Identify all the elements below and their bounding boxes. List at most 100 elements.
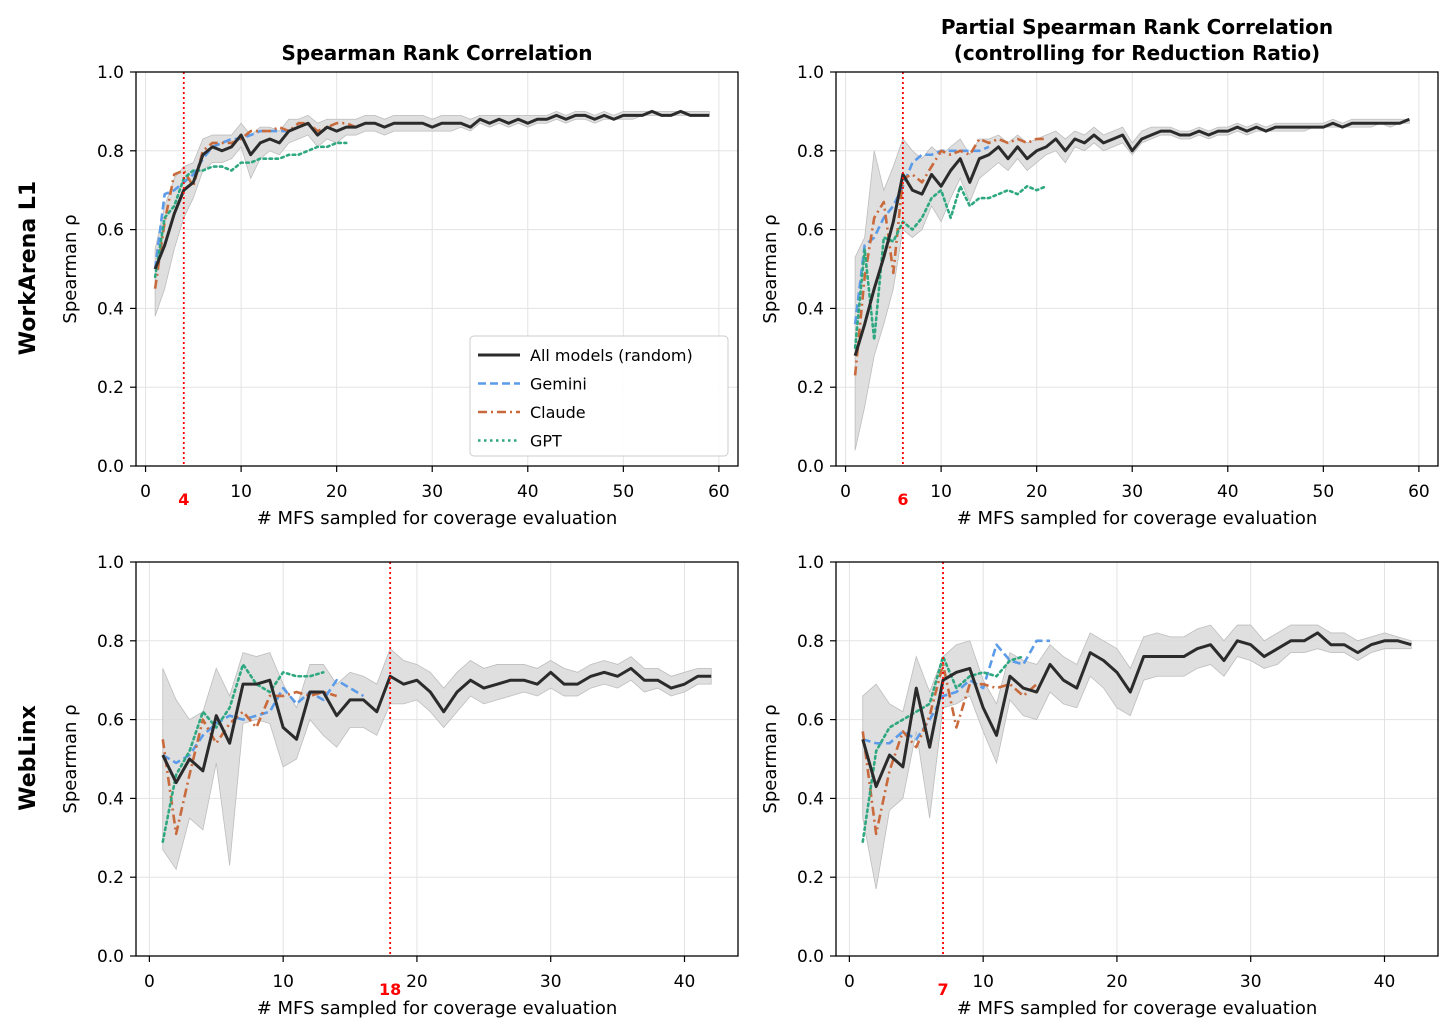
y-tick-label: 0.8 (97, 142, 124, 162)
x-tick-label: 20 (406, 972, 428, 992)
legend-label: All models (random) (530, 346, 693, 365)
chart-panel-1: 40 10 20 30 40 50 600.00.20.40.60.81.0# MFS sa… (60, 41, 739, 529)
y-tick-label: 1.0 (797, 553, 824, 573)
chart-title-line: Spearman Rank Correlation (281, 41, 592, 65)
legend: All models (random) Gemini Claude GPT (469, 335, 729, 457)
chart-panels: 40 10 20 30 40 50 600.00.20.40.60.81.0# MFS sa… (60, 15, 1439, 1019)
threshold-label: 18 (379, 980, 401, 999)
axes-frame (835, 71, 1439, 467)
series-line-claude (861, 663, 1038, 836)
series-line-gpt (853, 184, 1048, 350)
y-tick-label: 0.0 (97, 457, 124, 477)
y-tick-label: 0.4 (97, 789, 124, 809)
chart-title: Partial Spearman Rank Correlation (contro… (941, 15, 1333, 65)
series-line-all-models (161, 666, 712, 785)
x-tick-label: 30 (421, 482, 443, 502)
series-line-claude (153, 121, 366, 289)
y-tick-label: 0.6 (797, 711, 824, 731)
y-tick-label: 0.8 (797, 632, 824, 652)
x-axis-label: # MFS sampled for coverage evaluation (957, 508, 1318, 529)
series-line-gemini (153, 125, 299, 270)
x-tick-label: 20 (1026, 482, 1048, 502)
series-line-gpt (161, 663, 325, 844)
chart-panel-3: 18 0 10 20 30 40 0.0 0.2 0.4 0.6 0.8 1.0 # MFS sampl… (60, 553, 739, 1019)
y-tick-label: 0.2 (797, 868, 824, 888)
x-tick-label: 10 (972, 972, 994, 992)
x-axis-label: # MFS sampled for coverage evaluation (257, 508, 618, 529)
series-line-gpt (153, 141, 348, 279)
x-tick-label: 40 (517, 482, 539, 502)
y-tick-label: 1.0 (97, 63, 124, 83)
x-tick-label: 30 (540, 972, 562, 992)
y-tick-label: 0.8 (97, 632, 124, 652)
series-line-all-models (153, 109, 710, 270)
y-tick-label: 0.0 (97, 947, 124, 967)
threshold-label: 7 (937, 980, 948, 999)
x-tick-label: 10 (272, 972, 294, 992)
axes-frame (835, 561, 1439, 957)
x-tick-label: 30 (1240, 972, 1262, 992)
series-line-gemini (862, 639, 1051, 745)
x-tick-label: 0 (840, 482, 851, 502)
series-line-gemini (853, 145, 990, 325)
y-tick-label: 0.0 (797, 457, 824, 477)
chart-title-line: Partial Spearman Rank Correlation (941, 15, 1333, 39)
y-axis-label: Spearman ρ (760, 704, 781, 813)
y-tick-label: 0.6 (797, 221, 824, 241)
axes-frame (135, 71, 739, 467)
legend-label: GPT (530, 432, 562, 451)
confidence-band (162, 647, 712, 871)
chart-title-line: (controlling for Reduction Ratio) (954, 41, 1320, 65)
confidence-band (854, 118, 1410, 451)
x-tick-label: 0 (844, 972, 855, 992)
x-tick-label: 30 (1121, 482, 1143, 502)
legend-label: Claude (530, 403, 586, 422)
chart-panel-2: 60 10 20 30 40 50 600.00.20.40.60.81.0# MFS sa… (760, 15, 1439, 529)
y-tick-label: 1.0 (797, 63, 824, 83)
y-tick-label: 0.2 (797, 378, 824, 398)
x-tick-label: 0 (144, 972, 155, 992)
x-axis-label: # MFS sampled for coverage evaluation (257, 998, 618, 1019)
legend-label: Gemini (530, 375, 587, 394)
confidence-band (862, 624, 1412, 890)
y-tick-label: 0.8 (797, 142, 824, 162)
y-tick-label: 0.2 (97, 868, 124, 888)
x-tick-label: 40 (1217, 482, 1239, 502)
series-line-gpt (861, 655, 1025, 844)
x-tick-label: 10 (230, 482, 252, 502)
chart-title: Spearman Rank Correlation (281, 41, 592, 65)
x-tick-label: 50 (613, 482, 635, 502)
x-tick-label: 50 (1313, 482, 1335, 502)
y-axis-label: Spearman ρ (760, 214, 781, 323)
x-tick-label: 40 (1374, 972, 1396, 992)
row-label-workarena: WorkArena L1 (16, 181, 41, 355)
series-line-all-models (861, 631, 1412, 789)
x-tick-label: 0 (140, 482, 151, 502)
y-axis-label: Spearman ρ (60, 704, 81, 813)
y-tick-label: 0.4 (797, 299, 824, 319)
chart-panel-4: 7 0 10 20 30 40 0.0 0.2 0.4 0.6 0.8 1.0 # MFS sample… (760, 553, 1439, 1019)
x-axis-label: # MFS sampled for coverage evaluation (957, 998, 1318, 1019)
x-tick-label: 10 (930, 482, 952, 502)
x-tick-label: 40 (674, 972, 696, 992)
y-tick-label: 0.6 (97, 221, 124, 241)
series-line-all-models (853, 117, 1410, 357)
y-axis-label: Spearman ρ (60, 214, 81, 323)
threshold-label: 4 (178, 490, 189, 509)
threshold-label: 6 (897, 490, 908, 509)
x-tick-label: 60 (708, 482, 730, 502)
y-tick-label: 0.6 (97, 711, 124, 731)
y-tick-label: 0.4 (797, 789, 824, 809)
row-label-weblinx: WebLinx (16, 705, 41, 811)
x-tick-label: 20 (1106, 972, 1128, 992)
y-tick-label: 0.0 (797, 947, 824, 967)
x-tick-label: 60 (1408, 482, 1430, 502)
y-tick-label: 1.0 (97, 553, 124, 573)
axes-frame (135, 561, 739, 957)
x-tick-label: 20 (326, 482, 348, 502)
y-tick-label: 0.4 (97, 299, 124, 319)
series-line-claude (853, 137, 1047, 376)
y-tick-label: 0.2 (97, 378, 124, 398)
legend-box (469, 335, 729, 457)
